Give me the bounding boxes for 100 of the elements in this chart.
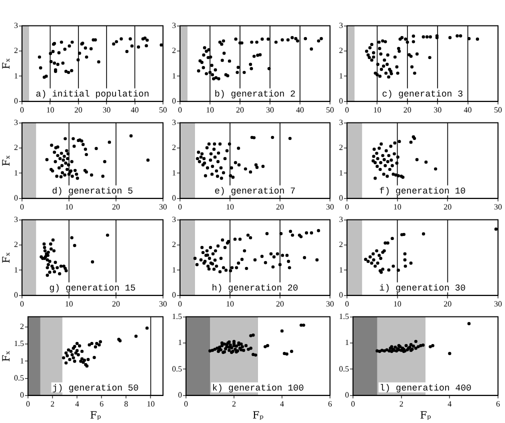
x-tick-label: 20 bbox=[276, 299, 284, 308]
y-tick-label: 1 bbox=[172, 265, 176, 274]
y-axis-title: Fₓ bbox=[2, 252, 13, 264]
y-tick-label: 1 bbox=[14, 168, 18, 178]
x-tick-label: 10 bbox=[146, 399, 155, 408]
annotation: d) generation 5 bbox=[52, 186, 134, 196]
x-tick-label: 4 bbox=[448, 399, 452, 408]
annotation: h) generation 20 bbox=[212, 283, 298, 294]
x-tick-label: 10 bbox=[46, 105, 54, 114]
annotation: b) generation 2 bbox=[214, 89, 296, 100]
annotation: a) initial population bbox=[36, 89, 150, 100]
x-tick-label: 10 bbox=[206, 105, 214, 114]
y-tick-label: 0 bbox=[339, 193, 343, 202]
annotation: k) generation 100 bbox=[212, 383, 304, 394]
x-tick-label: 4 bbox=[280, 399, 284, 408]
x-tick-label: 50 bbox=[494, 105, 502, 114]
y-tick-label: 1 bbox=[14, 71, 18, 80]
y-tick-label: 2 bbox=[14, 240, 18, 250]
y-tick-label: 3 bbox=[14, 118, 18, 127]
x-tick-label: 20 bbox=[403, 105, 412, 114]
y-tick-label: 2 bbox=[339, 240, 343, 250]
x-tick-label: 8 bbox=[124, 399, 128, 408]
x-tick-label: 2 bbox=[232, 399, 236, 408]
x-tick-label: 50 bbox=[326, 105, 334, 114]
y-tick-label: 0 bbox=[172, 96, 176, 106]
y-tick-label: 3 bbox=[339, 118, 343, 127]
x-tick-label: 2 bbox=[50, 399, 55, 408]
x-tick-label: 6 bbox=[100, 399, 104, 408]
y-tick-label: 1 bbox=[339, 265, 343, 274]
x-axis-title: Fₚ bbox=[420, 410, 431, 422]
x-tick-label: 30 bbox=[326, 202, 334, 212]
y-tick-label: 0 bbox=[172, 290, 176, 300]
x-tick-label: 10 bbox=[393, 202, 402, 212]
x-tick-label: 20 bbox=[112, 202, 120, 212]
x-tick-label: 20 bbox=[236, 105, 244, 114]
x-tick-label: 40 bbox=[130, 105, 139, 114]
y-axis-title: Fₓ bbox=[2, 58, 13, 70]
y-tick-label: 3 bbox=[14, 20, 18, 30]
annotation: g) generation 15 bbox=[49, 283, 136, 294]
x-axis-title: Fₚ bbox=[90, 410, 101, 422]
x-tick-label: 20 bbox=[112, 299, 120, 308]
x-tick-label: 0 bbox=[351, 399, 355, 408]
x-tick-label: 30 bbox=[266, 105, 274, 114]
y-tick-label: 2 bbox=[20, 322, 24, 332]
x-tick-label: 30 bbox=[159, 299, 167, 308]
x-tick-label: 6 bbox=[328, 399, 332, 408]
y-tick-label: 0 bbox=[14, 96, 18, 106]
x-tick-label: 0 bbox=[184, 399, 188, 408]
y-tick-label: 2 bbox=[172, 240, 176, 250]
x-tick-label: 20 bbox=[444, 299, 452, 308]
annotation: e) generation 7 bbox=[214, 186, 296, 196]
x-tick-label: 40 bbox=[464, 105, 472, 114]
y-tick-label: 3 bbox=[14, 214, 18, 224]
annotation: j) generation 50 bbox=[52, 383, 139, 394]
y-tick-label: 2 bbox=[172, 46, 176, 56]
y-tick-label: 0.5 bbox=[14, 373, 24, 382]
y-tick-label: 0 bbox=[339, 96, 343, 106]
y-tick-label: 0 bbox=[172, 193, 176, 202]
y-tick-label: 1 bbox=[20, 356, 24, 366]
y-tick-label: 0 bbox=[20, 390, 24, 400]
y-tick-label: 1.5 bbox=[172, 312, 182, 321]
x-tick-label: 6 bbox=[496, 399, 500, 408]
y-axis-title: Fₓ bbox=[2, 350, 13, 362]
y-tick-label: 2 bbox=[339, 143, 343, 152]
y-tick-label: 3 bbox=[172, 214, 176, 224]
y-tick-label: 1 bbox=[339, 168, 343, 178]
y-tick-label: 2 bbox=[14, 46, 18, 56]
y-tick-label: 2 bbox=[172, 143, 176, 152]
x-tick-label: 30 bbox=[434, 105, 442, 114]
y-tick-label: 1 bbox=[172, 71, 176, 80]
annotation: f) generation 10 bbox=[379, 186, 466, 196]
y-tick-label: 2 bbox=[14, 143, 18, 152]
y-tick-label: 1 bbox=[339, 71, 343, 80]
x-tick-label: 20 bbox=[74, 105, 82, 114]
y-axis-title: Fₓ bbox=[2, 155, 13, 166]
x-tick-label: 10 bbox=[226, 299, 234, 308]
y-tick-label: 1 bbox=[345, 338, 349, 348]
x-tick-label: 30 bbox=[102, 105, 111, 114]
y-tick-label: 1 bbox=[172, 168, 176, 178]
y-tick-label: 1 bbox=[178, 338, 182, 348]
x-tick-label: 0 bbox=[26, 399, 30, 408]
y-tick-label: 0 bbox=[14, 193, 18, 202]
y-tick-label: 1 bbox=[14, 265, 18, 274]
y-tick-label: 3 bbox=[172, 20, 176, 30]
x-tick-label: 4 bbox=[75, 399, 80, 408]
x-tick-label: 30 bbox=[159, 202, 167, 212]
x-tick-label: 20 bbox=[276, 202, 284, 212]
x-tick-label: 40 bbox=[296, 105, 304, 114]
x-tick-label: 10 bbox=[226, 202, 234, 212]
y-tick-label: 0.5 bbox=[172, 364, 182, 374]
annotation: i) generation 30 bbox=[379, 283, 466, 294]
x-axis-title: Fₚ bbox=[252, 410, 264, 422]
x-tick-label: 10 bbox=[65, 299, 73, 308]
y-tick-label: 3 bbox=[339, 20, 343, 30]
y-tick-label: 0 bbox=[339, 290, 343, 300]
x-tick-label: 30 bbox=[494, 202, 502, 212]
y-tick-label: 0.5 bbox=[339, 364, 349, 374]
x-tick-label: 10 bbox=[393, 299, 402, 308]
y-tick-label: 0 bbox=[178, 390, 182, 400]
annotation: l) generation 400 bbox=[380, 383, 472, 394]
